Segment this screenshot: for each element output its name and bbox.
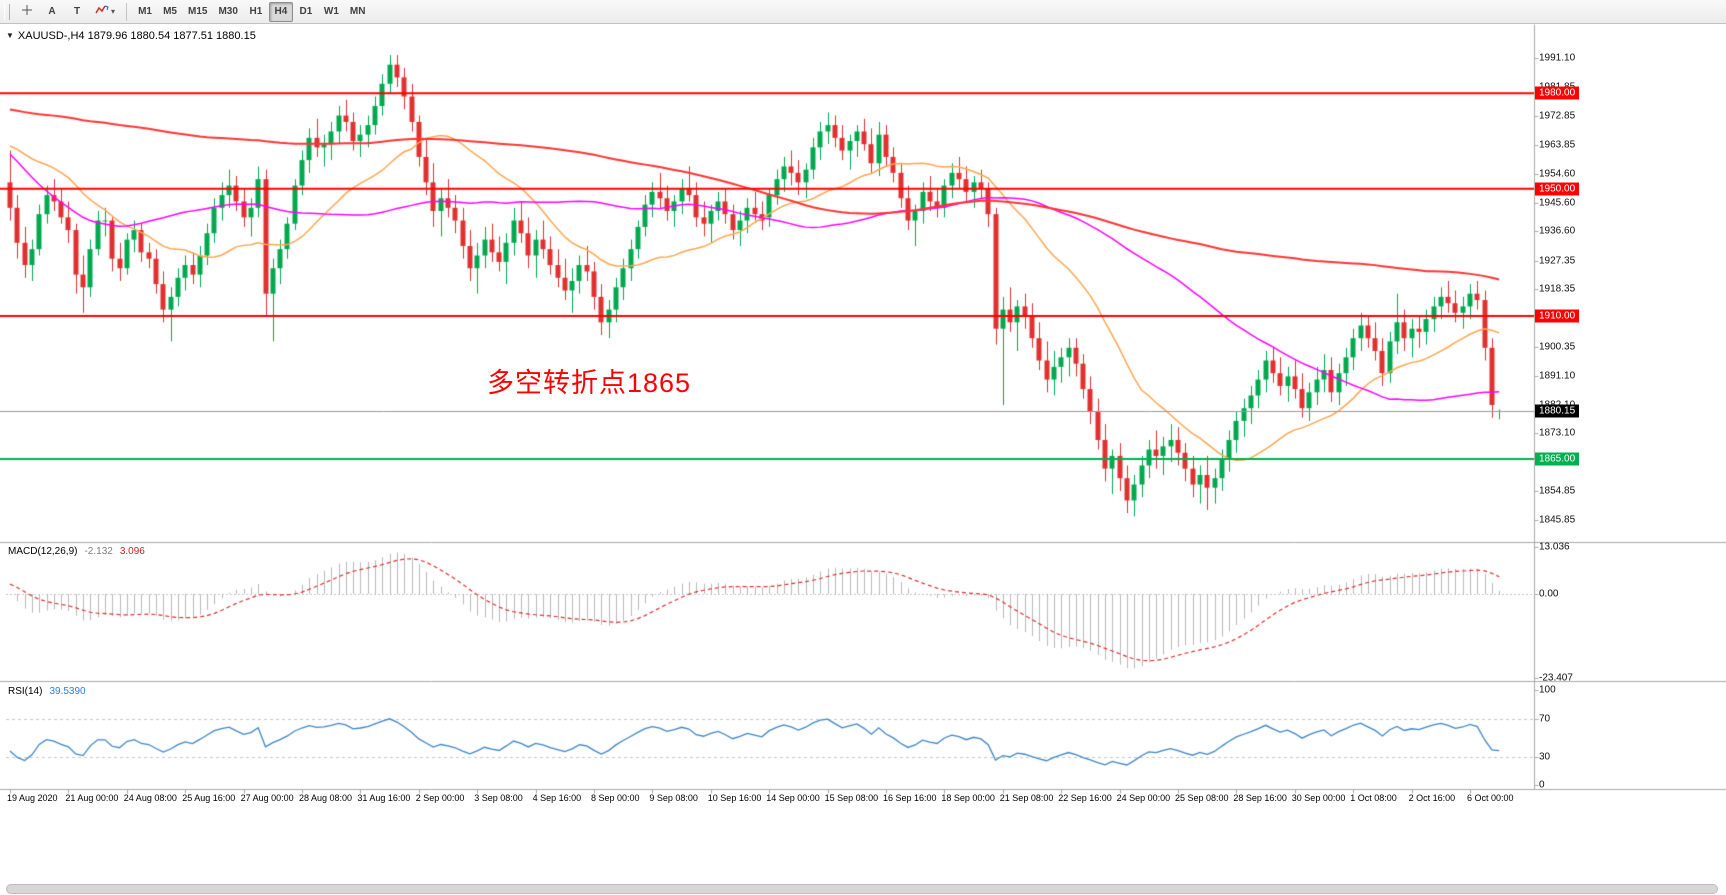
time-axis-label: 24 Sep 00:00 bbox=[1116, 793, 1171, 803]
price-axis-label: 1845.85 bbox=[1539, 514, 1576, 526]
macd-scale-label: -23.407 bbox=[1539, 672, 1573, 684]
chart-annotation[interactable]: 多空转折点1865 bbox=[487, 368, 692, 398]
time-axis-label: 2 Sep 00:00 bbox=[415, 793, 465, 803]
macd-main-value: -2.132 bbox=[84, 546, 113, 557]
time-axis-label: 24 Aug 08:00 bbox=[123, 793, 177, 803]
time-axis-label: 6 Oct 00:00 bbox=[1467, 793, 1514, 803]
toolbar-separator bbox=[126, 2, 128, 21]
timeframe-d1-button[interactable]: D1 bbox=[294, 2, 318, 22]
price-axis-label: 1873.10 bbox=[1539, 427, 1576, 439]
time-axis-label: 21 Aug 00:00 bbox=[65, 793, 119, 803]
time-axis-label: 19 Aug 2020 bbox=[7, 793, 58, 803]
text-tool-button[interactable]: T bbox=[65, 2, 89, 22]
rsi-scale-label: 0 bbox=[1539, 779, 1545, 791]
price-axis-label: 1854.85 bbox=[1539, 485, 1576, 497]
toolbar-grip[interactable] bbox=[4, 3, 10, 20]
timeframe-m15-button[interactable]: M15 bbox=[183, 2, 212, 22]
price-axis-label: 1927.35 bbox=[1539, 255, 1576, 267]
time-axis-label: 22 Sep 16:00 bbox=[1058, 793, 1112, 803]
time-axis-label: 15 Sep 08:00 bbox=[824, 793, 879, 803]
rsi-scale-label: 100 bbox=[1539, 684, 1556, 696]
crosshair-tool-button[interactable] bbox=[15, 2, 39, 22]
timeframe-mn-button[interactable]: MN bbox=[345, 2, 371, 22]
price-axis-label: 1936.60 bbox=[1539, 225, 1576, 237]
annotation-tool-button[interactable]: A bbox=[40, 2, 64, 22]
rsi-scale-label: 30 bbox=[1539, 751, 1551, 762]
timeframe-h1-button[interactable]: H1 bbox=[244, 2, 268, 22]
time-axis-label: 9 Sep 08:00 bbox=[649, 793, 698, 803]
time-axis-label: 10 Sep 16:00 bbox=[707, 793, 762, 803]
price-axis-label: 1900.35 bbox=[1539, 341, 1576, 353]
indicators-button[interactable]: ▾ bbox=[90, 2, 120, 22]
price-axis-label: 1963.85 bbox=[1539, 139, 1576, 151]
price-axis-label: 1918.35 bbox=[1539, 283, 1576, 295]
macd-name: MACD(12,26,9) bbox=[8, 546, 78, 557]
timeframe-h4-button[interactable]: H4 bbox=[268, 1, 293, 22]
macd-signal-value: 3.096 bbox=[119, 546, 145, 557]
time-axis-label: 16 Sep 16:00 bbox=[883, 793, 937, 803]
time-axis-label: 2 Oct 16:00 bbox=[1408, 793, 1456, 803]
time-axis-label: 25 Aug 16:00 bbox=[182, 793, 236, 803]
macd-scale-label: 0.00 bbox=[1539, 588, 1559, 600]
price-line-tag: 1980.00 bbox=[1535, 86, 1580, 100]
price-line-tag: 1950.00 bbox=[1535, 182, 1580, 196]
timeframe-toolbar: M1 M5 M15 M30 H1 H4 D1 W1 MN bbox=[133, 1, 371, 22]
chart-title-text: XAUUSD-,H4 1879.96 1880.54 1877.51 1880.… bbox=[17, 30, 256, 42]
time-axis-label: 1 Oct 08:00 bbox=[1350, 793, 1397, 803]
rsi-scale-label: 70 bbox=[1539, 713, 1551, 724]
chart-title: ▼ XAUUSD-,H4 1879.96 1880.54 1877.51 1880… bbox=[6, 30, 256, 42]
crosshair-icon bbox=[21, 4, 33, 19]
time-axis-label: 28 Aug 08:00 bbox=[299, 793, 353, 803]
timeframe-w1-button[interactable]: W1 bbox=[319, 2, 344, 22]
text-tool-label: T bbox=[73, 6, 81, 17]
dropdown-caret-icon: ▾ bbox=[111, 7, 116, 16]
rsi-label: RSI(14) 39.5390 bbox=[8, 686, 86, 697]
time-axis-label: 3 Sep 08:00 bbox=[474, 793, 523, 803]
timeframe-m5-button[interactable]: M5 bbox=[158, 2, 182, 22]
collapse-triangle-icon[interactable]: ▼ bbox=[6, 31, 14, 40]
time-axis-label: 8 Sep 00:00 bbox=[591, 793, 640, 803]
horizontal-scrollbar[interactable] bbox=[6, 884, 1718, 894]
zigzag-indicator-icon bbox=[95, 4, 109, 19]
timeframe-m1-button[interactable]: M1 bbox=[133, 2, 157, 22]
rsi-value: 39.5390 bbox=[49, 686, 86, 697]
toolbar: A T ▾ M1 M5 M15 M30 H1 H4 D1 W1 MN bbox=[0, 0, 1726, 24]
time-axis-label: 25 Sep 08:00 bbox=[1175, 793, 1229, 803]
price-axis-label: 1945.60 bbox=[1539, 197, 1576, 209]
time-axis-label: 14 Sep 00:00 bbox=[766, 793, 820, 803]
price-line-tag: 1865.00 bbox=[1535, 452, 1580, 466]
macd-label: MACD(12,26,9) -2.132 3.096 bbox=[8, 546, 145, 557]
price-axis-label: 1954.60 bbox=[1539, 168, 1576, 180]
annotation-tool-label: A bbox=[48, 6, 56, 17]
price-axis-label: 1891.10 bbox=[1539, 370, 1576, 382]
price-line-tag: 1910.00 bbox=[1535, 309, 1580, 323]
timeframe-m30-button[interactable]: M30 bbox=[213, 2, 242, 22]
current-price-tag: 1880.15 bbox=[1535, 404, 1580, 418]
time-axis-label: 27 Aug 00:00 bbox=[240, 793, 294, 803]
macd-scale-label: 13.036 bbox=[1539, 541, 1570, 553]
time-axis-label: 28 Sep 16:00 bbox=[1233, 793, 1287, 803]
time-axis-label: 21 Sep 08:00 bbox=[999, 793, 1054, 803]
price-axis-label: 1991.10 bbox=[1539, 52, 1576, 64]
time-axis-label: 18 Sep 00:00 bbox=[941, 793, 995, 803]
rsi-name: RSI(14) bbox=[8, 686, 43, 697]
time-axis-label: 4 Sep 16:00 bbox=[532, 793, 582, 803]
time-axis-label: 30 Sep 00:00 bbox=[1291, 793, 1346, 803]
price-axis-label: 1972.85 bbox=[1539, 110, 1576, 122]
time-axis-label: 31 Aug 16:00 bbox=[357, 793, 411, 803]
